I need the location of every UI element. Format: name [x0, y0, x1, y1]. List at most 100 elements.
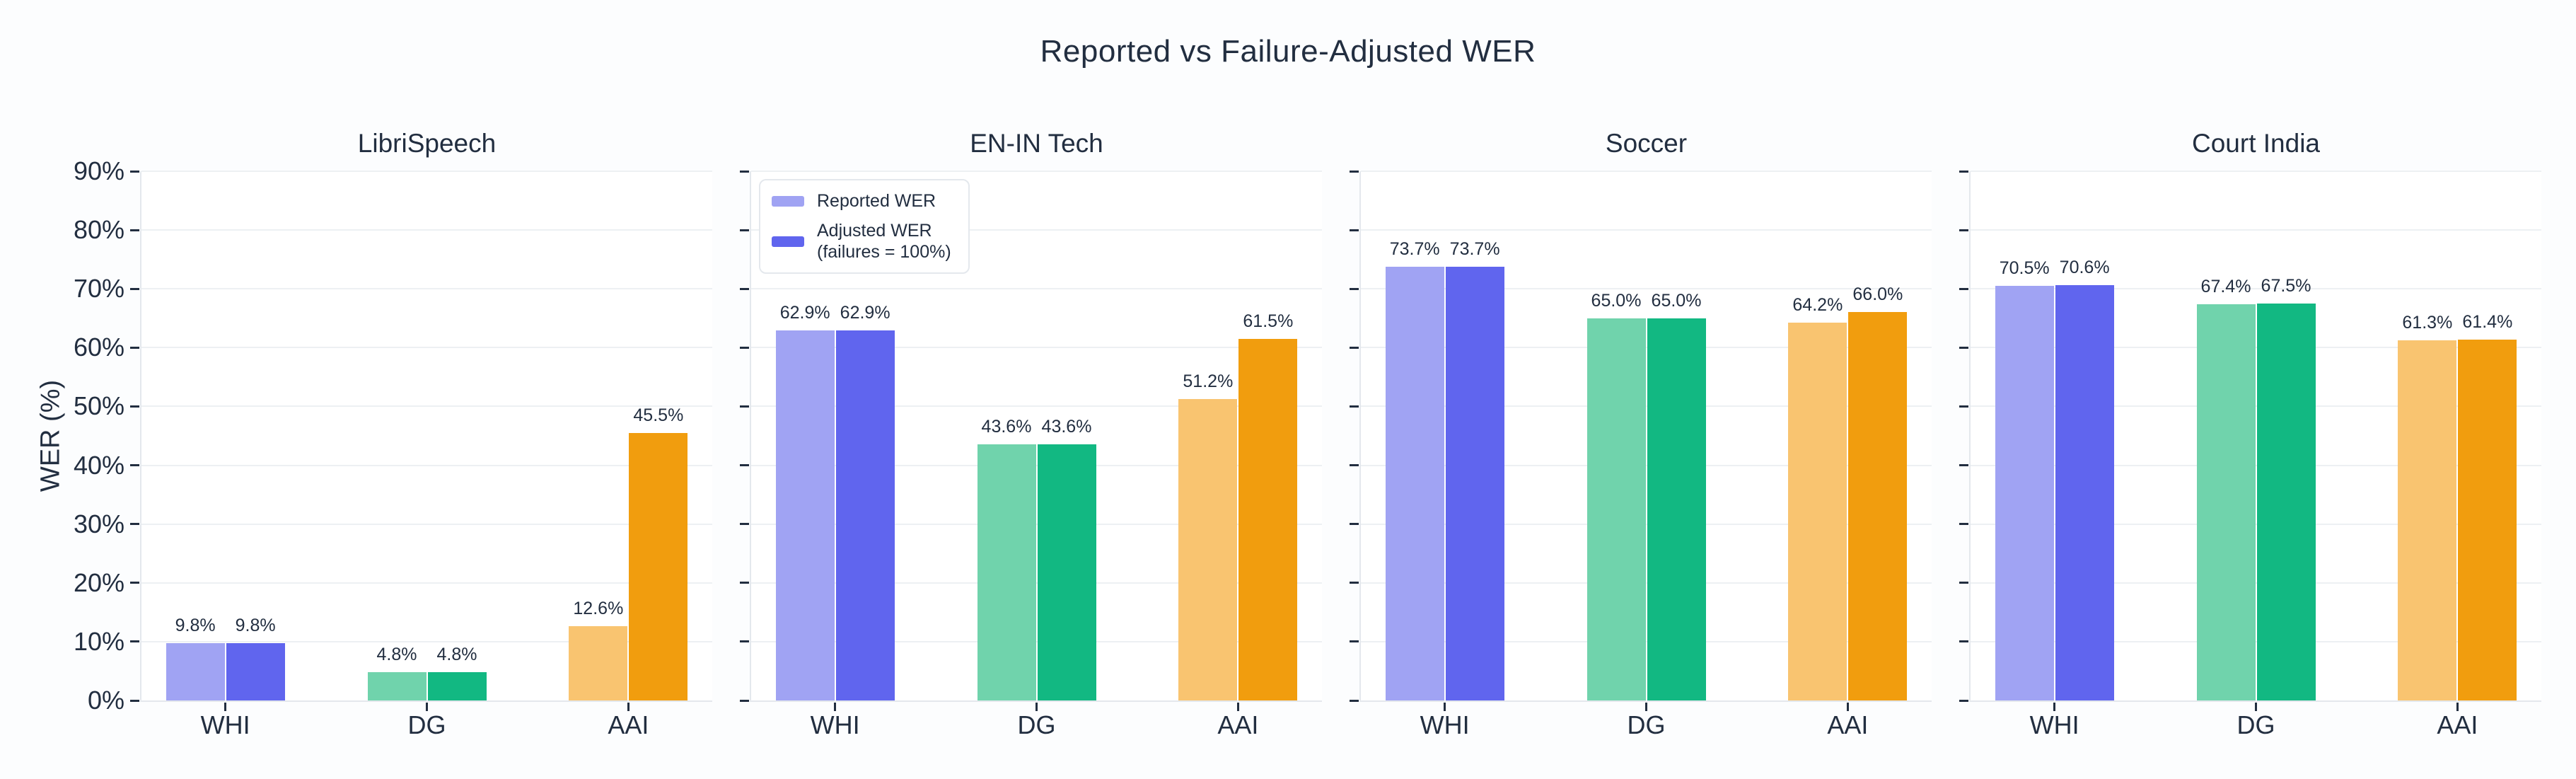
bar-adjusted-dg [1647, 318, 1706, 700]
subplot-title: EN-IN Tech [970, 129, 1103, 158]
bar-value-label: 70.6% [2059, 258, 2110, 278]
bar-reported-whi [775, 330, 835, 700]
y-tick-mark [1350, 405, 1359, 408]
gridline [1971, 347, 2541, 349]
y-tick-mark [130, 405, 139, 408]
gridline [1361, 582, 1932, 584]
y-tick-mark [130, 699, 139, 702]
x-tick-label: WHI [200, 710, 250, 739]
x-tick-mark [2255, 703, 2257, 711]
bar-value-label: 61.3% [2402, 312, 2453, 333]
x-tick-label: DG [1017, 710, 1056, 739]
y-tick-label: 10% [73, 626, 124, 656]
bar-value-label: 45.5% [633, 405, 684, 425]
bar-reported-aai [569, 626, 628, 700]
x-axis-spine [750, 700, 1322, 702]
bar-value-label: 62.9% [840, 303, 890, 323]
legend-label-line2: (failures = 100%) [817, 242, 951, 262]
y-tick-label: 80% [73, 215, 124, 245]
x-tick-mark [1236, 703, 1239, 711]
legend-label-line1: Adjusted WER [817, 221, 932, 241]
x-tick-mark [1035, 703, 1038, 711]
bar-value-label: 43.6% [1041, 416, 1092, 437]
y-tick-mark [1959, 640, 1968, 643]
bar-reported-aai [2398, 340, 2457, 700]
bar-value-label: 9.8% [175, 615, 216, 635]
gridline [1971, 288, 2541, 290]
bar-value-label: 65.0% [1591, 290, 1642, 311]
bar-value-label: 65.0% [1651, 290, 1702, 311]
bar-value-label: 12.6% [573, 599, 624, 619]
bar-value-label: 61.4% [2462, 311, 2513, 332]
chart-title: Reported vs Failure-Adjusted WER [1040, 34, 1536, 69]
bar-reported-dg [1586, 318, 1646, 700]
y-tick-mark [1959, 699, 1968, 702]
bar-value-label: 66.0% [1852, 284, 1903, 305]
legend-label-line1: Reported WER [817, 191, 936, 211]
y-tick-mark [130, 229, 139, 231]
subplot-soccer: Soccer 73.7% 73.7% WHI 65.0% 65.0% DG 64.2% 66.0… [1350, 129, 1932, 739]
y-tick-mark [1959, 523, 1968, 526]
bar-value-label: 67.4% [2200, 276, 2251, 296]
y-tick-label: 90% [73, 156, 124, 185]
x-tick-mark [1846, 703, 1849, 711]
bar-adjusted-dg [427, 672, 487, 700]
y-tick-mark [130, 464, 139, 467]
bar-adjusted-whi [226, 642, 285, 700]
gridline [751, 405, 1322, 408]
y-tick-mark [1350, 464, 1359, 467]
bar-adjusted-whi [1445, 267, 1504, 700]
gridline [751, 229, 1322, 231]
x-tick-mark [2456, 703, 2459, 711]
y-axis-spine [1969, 171, 1971, 700]
gridline [141, 171, 712, 172]
bar-reported-dg [367, 672, 427, 700]
gridline [1971, 229, 2541, 231]
bar-adjusted-dg [2256, 304, 2316, 700]
y-axis-spine [750, 171, 751, 700]
x-tick-mark [224, 703, 227, 711]
bar-adjusted-aai [629, 432, 688, 700]
gridline [141, 288, 712, 290]
bar-value-label: 51.2% [1183, 371, 1234, 392]
gridline [751, 464, 1322, 466]
bar-value-label: 9.8% [235, 615, 276, 635]
x-tick-label: AAI [2437, 710, 2478, 739]
y-axis-spine [140, 171, 141, 700]
y-tick-mark [1350, 170, 1359, 173]
gridline [1361, 171, 1932, 172]
x-tick-label: AAI [1217, 710, 1259, 739]
subplot-title: LibriSpeech [357, 129, 497, 158]
y-tick-mark [1350, 699, 1359, 702]
gridline [1971, 405, 2541, 408]
y-tick-mark [740, 346, 749, 349]
gridline [1361, 229, 1932, 231]
y-tick-label: 50% [73, 391, 124, 421]
y-tick-mark [740, 405, 749, 408]
y-tick-mark [1350, 640, 1359, 643]
y-tick-mark [1350, 582, 1359, 584]
y-tick-mark [740, 170, 749, 173]
y-tick-mark [740, 640, 749, 643]
bar-reported-whi [1995, 286, 2054, 700]
bar-value-label: 64.2% [1792, 295, 1843, 316]
bar-adjusted-dg [1037, 444, 1096, 700]
y-tick-label: 60% [73, 333, 124, 362]
gridline [141, 640, 712, 642]
legend-entry-adjusted: Adjusted WER (failures = 100%) [772, 220, 951, 262]
x-tick-mark [627, 703, 630, 711]
y-tick-mark [1959, 582, 1968, 584]
y-tick-label: 30% [73, 509, 124, 538]
y-tick-mark [130, 640, 139, 643]
x-tick-mark [1645, 703, 1647, 711]
y-tick-label: 70% [73, 274, 124, 304]
y-tick-mark [740, 464, 749, 467]
gridline [1971, 523, 2541, 525]
x-tick-mark [426, 703, 428, 711]
y-tick-mark [1959, 405, 1968, 408]
bar-value-label: 61.5% [1243, 311, 1294, 331]
gridline [751, 347, 1322, 349]
y-tick-mark [740, 582, 749, 584]
y-tick-mark [130, 170, 139, 173]
